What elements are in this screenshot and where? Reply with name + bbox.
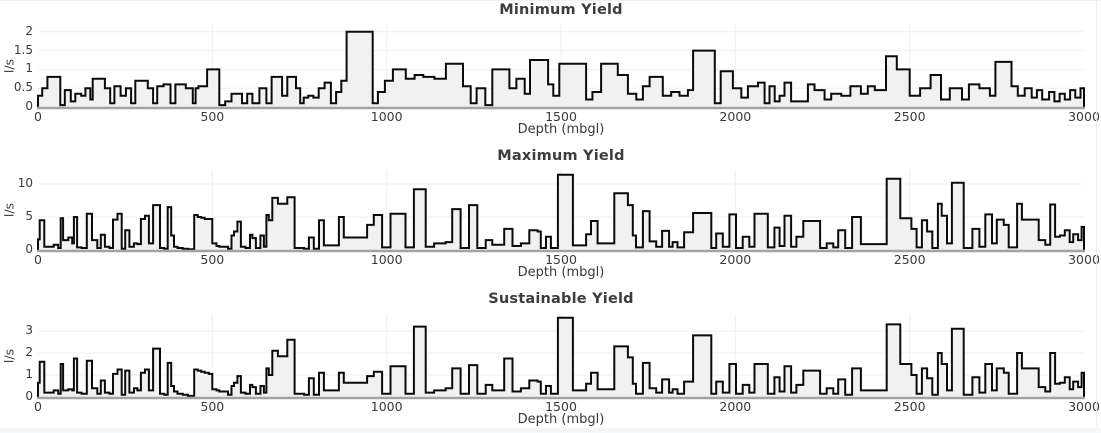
y-tick-label: 0.5 <box>13 80 33 95</box>
x-tick-label: 1500 <box>545 399 577 414</box>
y-tick-label: 2 <box>25 23 33 38</box>
x-tick-label: 1000 <box>370 399 403 414</box>
plot-area <box>37 170 1085 253</box>
plot-area <box>37 315 1085 400</box>
step-line <box>37 316 1085 397</box>
step-line <box>37 173 1085 251</box>
step-line <box>37 30 1085 107</box>
x-axis-label: Depth (mbgl) <box>517 412 605 427</box>
x-tick-label: 0 <box>34 399 42 414</box>
x-tick-label: 1000 <box>370 252 403 267</box>
x-tick-label: 3000 <box>1068 399 1100 414</box>
x-tick-label: 500 <box>200 109 225 124</box>
step-area-fill <box>38 174 1084 250</box>
x-axis-label: Depth (mbgl) <box>517 122 605 137</box>
top-border-line <box>0 0 1101 1</box>
step-area-fill <box>38 317 1084 397</box>
x-tick-label: 3000 <box>1068 109 1100 124</box>
x-tick-label: 1500 <box>545 109 577 124</box>
chart-title: Sustainable Yield <box>488 291 634 307</box>
bottom-strip <box>0 428 1101 433</box>
y-tick-label: 0 <box>25 389 33 403</box>
plot-area <box>37 24 1085 110</box>
x-tick-label: 2000 <box>719 109 752 124</box>
y-tick-label: 0 <box>25 242 33 256</box>
x-tick-label: 2500 <box>893 252 926 267</box>
x-tick-label: 1500 <box>545 252 577 267</box>
x-tick-label: 500 <box>200 252 225 267</box>
y-tick-label: 0 <box>25 99 33 113</box>
y-tick-label: 3 <box>25 323 33 337</box>
y-tick-label: 1.5 <box>13 42 33 57</box>
x-axis-label: Depth (mbgl) <box>517 265 605 280</box>
x-tick-label: 2500 <box>893 109 926 124</box>
chart-title: Minimum Yield <box>499 2 623 18</box>
x-tick-label: 3000 <box>1068 252 1100 267</box>
x-tick-label: 2500 <box>893 399 926 414</box>
x-tick-label: 2000 <box>719 399 752 414</box>
x-tick-label: 500 <box>200 399 225 414</box>
x-tick-label: 0 <box>34 252 42 267</box>
chart-title: Maximum Yield <box>497 148 625 164</box>
right-border-line <box>1096 0 1097 433</box>
y-tick-label: 1 <box>25 367 33 381</box>
y-tick-label: 5 <box>25 209 33 223</box>
x-tick-label: 2000 <box>719 252 752 267</box>
y-tick-label: 1 <box>25 61 33 76</box>
x-tick-label: 1000 <box>370 109 403 124</box>
y-tick-label: 2 <box>25 345 33 359</box>
y-tick-label: 10 <box>17 176 33 190</box>
x-tick-label: 0 <box>34 109 42 124</box>
